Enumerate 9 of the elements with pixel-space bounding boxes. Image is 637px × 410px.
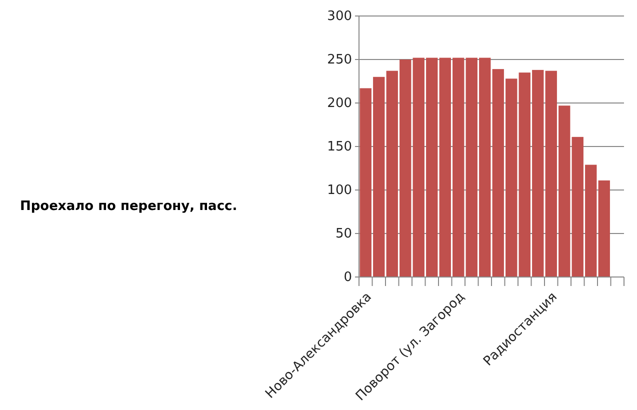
y-tick-label: 300 (327, 9, 352, 24)
y-tick-label: 50 (335, 226, 352, 242)
y-tick-label: 100 (327, 183, 352, 198)
y-tick-label: 250 (327, 52, 352, 68)
y-tick-label: 0 (344, 270, 352, 286)
y-tick-label: 200 (327, 96, 352, 112)
y-tick-label: 150 (327, 140, 352, 155)
bar (598, 180, 610, 277)
y-axis-title: Проехало по перегону, пасс. (20, 199, 238, 214)
